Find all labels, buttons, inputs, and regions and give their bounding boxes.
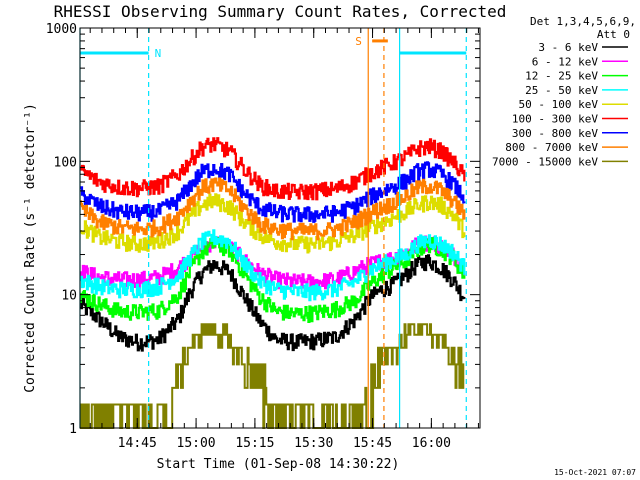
legend-entry-label: 25 - 50 keV	[525, 84, 598, 97]
legend-entry-label: 3 - 6 keV	[538, 41, 598, 54]
legend-header: Det 1,3,4,5,6,9,	[530, 15, 636, 28]
y-tick-label: 1000	[46, 22, 77, 37]
plot-area: N S 1 10 100 1000 14:45 15:00 15:15 15:30 15:45 16:…	[46, 22, 481, 451]
legend-entry-label: 6 - 12 keV	[532, 55, 599, 68]
x-ticks: 14:45 15:00 15:15 15:30 15:45 16:00	[89, 28, 479, 451]
series-line-4	[79, 193, 466, 254]
x-tick-label: 15:15	[235, 436, 274, 451]
chart-title: RHESSI Observing Summary Count Rates, Co…	[54, 2, 507, 21]
series-line-5	[79, 137, 466, 201]
footer-timestamp: 15-Oct-2021 07:07	[554, 468, 636, 477]
legend-entry-label: 100 - 300 keV	[512, 113, 598, 126]
series-line-3	[79, 229, 466, 302]
x-tick-label: 14:45	[118, 436, 157, 451]
y-tick-label: 100	[54, 155, 77, 170]
x-tick-label: 15:00	[177, 436, 216, 451]
saa-annotation-label: S	[355, 35, 362, 48]
legend-header: Att 0	[597, 28, 630, 41]
y-tick-label: 10	[61, 289, 77, 304]
series-line-6	[79, 161, 466, 223]
legend-entry-label: 300 - 800 keV	[512, 127, 598, 140]
y-axis-label: Corrected Count Rate (s⁻¹ detector⁻¹)	[23, 103, 38, 393]
night-annotation-label: N	[155, 47, 162, 60]
y-ticks: 1 10 100 1000	[46, 22, 480, 437]
y-tick-label: 1	[69, 422, 77, 437]
series-group	[79, 137, 466, 429]
series-line-0	[79, 254, 466, 352]
plot-frame	[79, 27, 481, 429]
legend-entry-label: 50 - 100 keV	[519, 98, 599, 111]
x-axis-label: Start Time (01-Sep-08 14:30:22)	[157, 457, 400, 472]
legend-entry-label: 800 - 7000 keV	[505, 141, 598, 154]
legend-entry-label: 12 - 25 keV	[525, 70, 598, 83]
legend-entry-label: 7000 - 15000 keV	[492, 155, 598, 168]
series-line-7	[79, 177, 466, 241]
x-tick-label: 16:00	[412, 436, 451, 451]
x-tick-label: 15:30	[294, 436, 333, 451]
x-tick-label: 15:45	[353, 436, 392, 451]
